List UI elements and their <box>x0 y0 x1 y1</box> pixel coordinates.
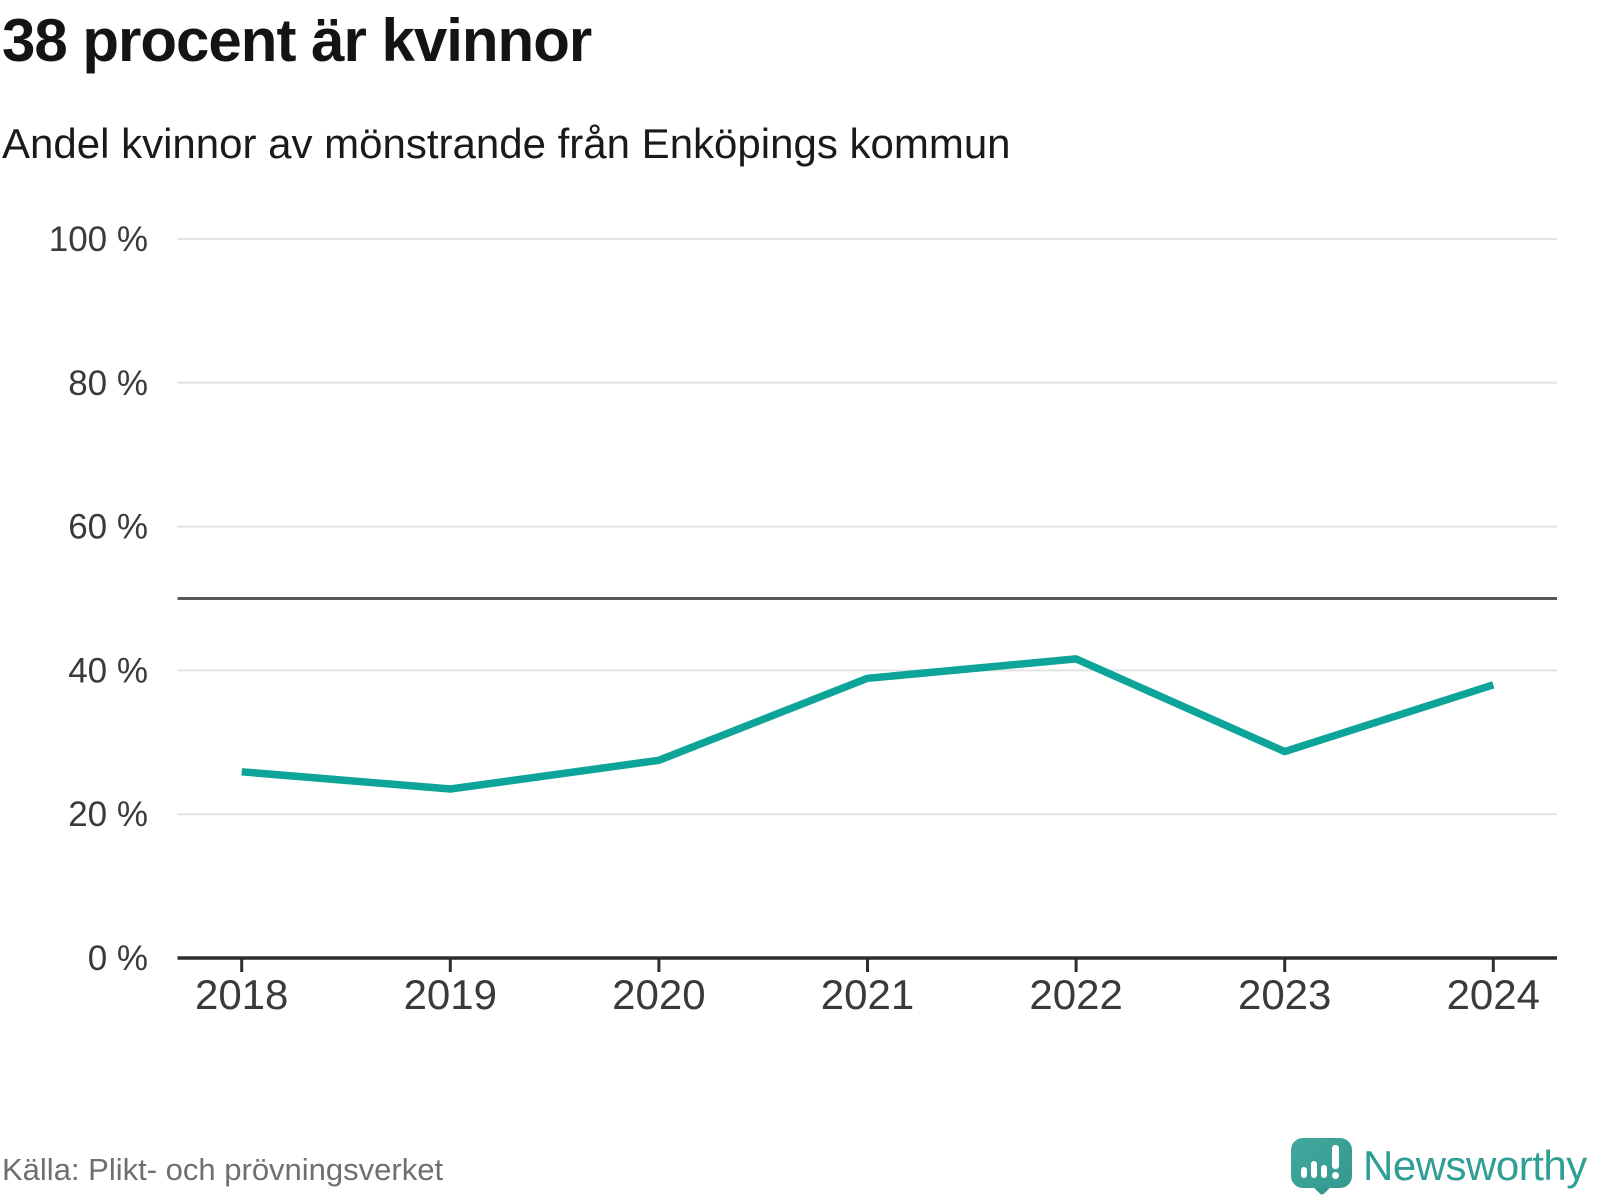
x-axis-label: 2021 <box>821 971 914 1018</box>
logo-bar-tall <box>1311 1161 1317 1178</box>
x-axis-label: 2019 <box>404 971 497 1018</box>
x-axis-label: 2023 <box>1238 971 1331 1018</box>
y-axis-label: 60 % <box>68 508 148 547</box>
x-axis-label: 2022 <box>1029 971 1122 1018</box>
y-axis-label: 20 % <box>68 795 148 834</box>
source-note: Källa: Plikt- och prövningsverket <box>2 1152 444 1187</box>
x-axis-label: 2020 <box>612 971 705 1018</box>
logo-exclamation-dot <box>1332 1172 1339 1179</box>
data-line <box>241 655 1495 793</box>
newsworthy-logo: Newsworthy <box>1291 1130 1596 1200</box>
y-axis-label: 100 % <box>49 220 148 259</box>
chart-subtitle: Andel kvinnor av mönstrande från Enköpin… <box>2 120 1011 167</box>
logo-exclamation-bar <box>1332 1145 1339 1169</box>
logo-bar-medium <box>1321 1165 1327 1178</box>
x-axis-label: 2024 <box>1447 971 1540 1018</box>
chart-title: 38 procent är kvinnor <box>2 7 592 74</box>
logo-bar-small <box>1301 1167 1307 1178</box>
x-axis-label: 2018 <box>195 971 288 1018</box>
bar-chart-bubble-icon <box>1291 1138 1352 1188</box>
brand-name: Newsworthy <box>1363 1142 1587 1189</box>
y-axis-label: 40 % <box>68 651 148 690</box>
y-axis-label: 80 % <box>68 364 148 403</box>
y-axis-label: 0 % <box>88 939 148 978</box>
